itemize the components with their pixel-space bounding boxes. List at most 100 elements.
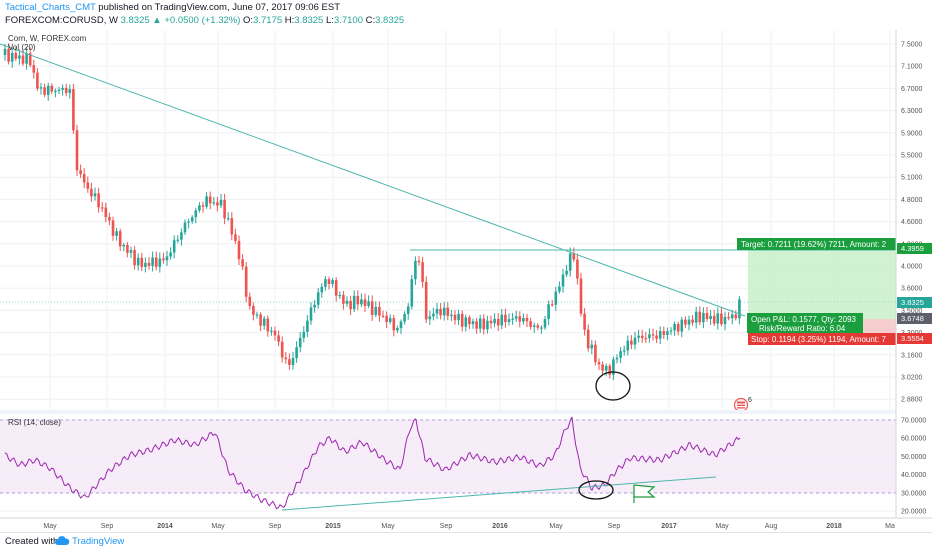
candle-body — [550, 304, 554, 306]
price-tick-label: 3.6000 — [901, 286, 923, 293]
candle-body — [147, 262, 151, 266]
candle-body — [50, 85, 54, 92]
candle-body — [36, 72, 39, 89]
candle-body — [630, 340, 633, 345]
rsi-circle-annotation[interactable] — [578, 480, 614, 500]
candle-body — [640, 335, 644, 339]
volume-legend[interactable]: Vol (20) — [8, 43, 36, 52]
target-zone[interactable] — [748, 250, 896, 319]
candle-body — [594, 344, 597, 363]
time-tick-label: Sep — [440, 523, 453, 530]
candle-body — [288, 359, 291, 365]
candle-body — [500, 314, 504, 326]
candle-body — [133, 250, 136, 266]
candle-body — [586, 329, 590, 349]
author-link[interactable]: Tactical_Charts_CMT — [5, 2, 96, 13]
time-tick-label: Ma — [885, 523, 895, 530]
svg-text:6: 6 — [748, 397, 752, 404]
current-price-badge: 3.8325 — [897, 297, 932, 308]
symbol-legend[interactable]: Corn, W, FOREX.com — [8, 34, 87, 43]
time-axis[interactable] — [0, 518, 932, 532]
candle-body — [43, 87, 46, 95]
target-label[interactable]: Target: 0.7211 (19.62%) 7211, Amount: 2 — [737, 238, 896, 250]
time-tick-label: May — [715, 523, 729, 530]
candle-body — [7, 48, 10, 62]
price-tick-label: 7.5000 — [901, 42, 923, 49]
candle-body — [108, 217, 111, 221]
candle-body — [154, 257, 158, 267]
candle-body — [129, 250, 133, 253]
candle-body — [205, 196, 208, 207]
candle-body — [342, 295, 345, 304]
ohlc-close-key: C: — [365, 15, 376, 26]
candle-body — [64, 87, 68, 93]
candle-body — [234, 234, 237, 241]
candle-body — [97, 193, 100, 208]
candle-body — [435, 308, 439, 314]
candle-body — [421, 262, 424, 282]
time-tick-label: Sep — [101, 523, 114, 530]
svg-text:4.3959: 4.3959 — [901, 244, 924, 253]
flag-icon: 6 — [733, 397, 752, 413]
last-price: 3.8325 — [120, 15, 150, 26]
candle-body — [14, 52, 18, 59]
time-tick-label: May — [549, 523, 563, 530]
candle-body — [252, 305, 255, 315]
tradingview-link[interactable]: TradingView — [72, 536, 125, 547]
downtrend-line[interactable] — [0, 43, 746, 317]
time-tick-label: May — [211, 523, 225, 530]
price-axis[interactable] — [896, 30, 932, 518]
candle-body — [331, 280, 334, 284]
candle-body — [615, 357, 619, 360]
candle-body — [334, 280, 338, 296]
candle-body — [583, 313, 586, 330]
candle-body — [511, 318, 514, 320]
candle-body — [248, 296, 252, 306]
rsi-trend-line[interactable] — [281, 476, 717, 511]
price-tick-label: 3.5000 — [901, 308, 923, 315]
candle-body — [277, 335, 280, 342]
candle-body — [39, 87, 43, 89]
candle-body — [460, 313, 464, 327]
price-tick-label: 6.3000 — [901, 108, 923, 115]
candle-body — [259, 314, 262, 326]
rsi-tick-label: 70.0000 — [901, 418, 926, 425]
candle-body — [54, 90, 57, 93]
candle-body — [687, 319, 691, 325]
candle-body — [352, 295, 356, 310]
green-flag-icon — [633, 484, 656, 503]
publish-line: Tactical_Charts_CMT published on Trading… — [5, 2, 340, 14]
rsi-legend[interactable]: RSI (14, close) — [8, 418, 61, 427]
time-tick-label: 2016 — [492, 523, 508, 530]
candle-body — [302, 331, 306, 338]
candle-body — [3, 48, 7, 55]
candle-body — [151, 257, 154, 266]
candle-body — [655, 335, 658, 339]
chart-header: Tactical_Charts_CMT published on Trading… — [0, 0, 932, 28]
candle-body — [694, 311, 698, 323]
candle-body — [356, 295, 360, 305]
candle-body — [100, 207, 104, 209]
candle-body — [734, 314, 738, 319]
candle-body — [190, 217, 194, 222]
svg-text:3.8325: 3.8325 — [901, 298, 924, 307]
chart-area[interactable]: 6 Target: 0.7211 (19.62%) 7211, Amount: … — [0, 28, 932, 532]
price-tick-label: 5.5000 — [901, 153, 923, 160]
candle-body — [90, 188, 93, 197]
main-pane[interactable] — [0, 30, 896, 410]
pnl-label[interactable]: Open P&L: 0.1577, Qty: 2093 Risk/Reward … — [747, 313, 863, 333]
candle-body — [727, 316, 730, 319]
bottom-circle-annotation[interactable] — [595, 371, 631, 401]
candle-body — [270, 330, 273, 332]
candle-body — [738, 299, 741, 319]
pane-separator[interactable] — [0, 410, 932, 414]
ohlc-close-value: 3.8325 — [375, 15, 405, 26]
stop-label[interactable]: Stop: 0.1194 (3.25%) 1194, Amount: 7 — [748, 333, 896, 345]
candle-body — [82, 174, 86, 183]
candle-body — [698, 311, 702, 323]
candle-body — [720, 313, 723, 325]
rsi-tick-label: 50.0000 — [901, 454, 926, 461]
candle-body — [597, 362, 601, 365]
quote-line: FOREXCOM:CORUSD, W 3.8325 ▲ +0.0500 (+1.… — [5, 15, 404, 27]
candle-body — [219, 199, 223, 206]
